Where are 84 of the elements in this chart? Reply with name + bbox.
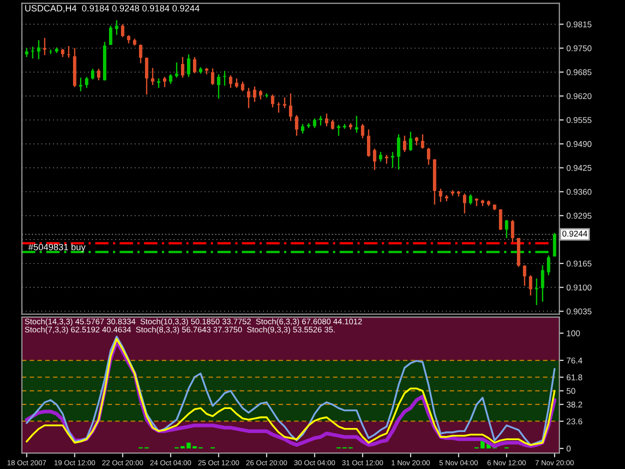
y-tick-label: 0.9425 bbox=[566, 164, 592, 171]
candlestick bbox=[300, 123, 304, 134]
candlestick bbox=[157, 78, 160, 89]
candlestick bbox=[37, 39, 40, 60]
candlestick bbox=[390, 151, 394, 168]
candlestick bbox=[91, 68, 94, 80]
candlestick bbox=[109, 25, 112, 46]
y-tick-label: 0.9685 bbox=[566, 69, 592, 76]
candlestick bbox=[510, 219, 514, 243]
candlestick bbox=[498, 208, 502, 231]
y-tick-label: 0.9620 bbox=[566, 93, 592, 100]
candlestick bbox=[234, 78, 238, 89]
candlestick bbox=[246, 87, 250, 109]
candlestick bbox=[420, 134, 424, 150]
y-tick-label: 0.9035 bbox=[566, 308, 592, 314]
candlestick bbox=[522, 264, 526, 287]
candlestick bbox=[163, 76, 166, 88]
candlestick bbox=[252, 86, 256, 103]
y-tick-label: 61.8 bbox=[566, 374, 582, 380]
y-tick-label: 50 bbox=[566, 388, 576, 394]
candlestick bbox=[294, 114, 298, 136]
candlestick bbox=[43, 37, 46, 56]
candlestick bbox=[240, 81, 244, 92]
candlestick bbox=[79, 76, 82, 92]
candlestick bbox=[276, 102, 280, 114]
candlestick bbox=[151, 67, 154, 86]
candlestick bbox=[210, 68, 214, 86]
candlestick bbox=[378, 151, 382, 162]
y-tick-label: 0.9815 bbox=[566, 21, 592, 28]
candlestick bbox=[354, 115, 358, 134]
y-tick-label: 0.9750 bbox=[566, 45, 592, 52]
candlestick bbox=[540, 264, 544, 302]
chart-title: USDCAD,H4 0.9184 0.9248 0.9184 0.9244 bbox=[25, 5, 200, 13]
candlestick bbox=[546, 254, 550, 276]
candlestick bbox=[312, 118, 316, 129]
candlestick bbox=[360, 123, 364, 139]
candlestick bbox=[288, 92, 292, 122]
candlestick bbox=[270, 94, 274, 108]
candlestick bbox=[336, 124, 340, 136]
candlestick bbox=[258, 90, 262, 100]
candlestick bbox=[169, 74, 172, 84]
y-tick-label: 23.6 bbox=[566, 418, 582, 424]
candlestick bbox=[402, 135, 406, 153]
y-tick-label: 38.2 bbox=[566, 402, 582, 408]
candlestick bbox=[366, 128, 370, 158]
candlestick bbox=[324, 113, 328, 127]
candlestick bbox=[121, 24, 124, 38]
candlestick bbox=[115, 20, 118, 36]
bar bbox=[186, 442, 191, 448]
candlestick bbox=[145, 57, 148, 96]
annotation: Stoch(14,3,3) 45.5767 30.8334 Stoch(10,3,3) 50.1850 33.7752 Stoch(6,3,3) 67.6080 44.1012 Stoch(7,3,3) 62.5192 40.4634 Stoch(8,3,3) 56.7643 37.3750 Stoch(9,3,3) 53.5526 35. bbox=[24, 318, 362, 334]
y-tick-label: 0.9490 bbox=[566, 141, 592, 147]
candlestick bbox=[222, 70, 226, 86]
candlestick bbox=[408, 131, 412, 152]
candlestick bbox=[186, 54, 190, 78]
y-tick-label: 0.9295 bbox=[566, 212, 592, 219]
candlestick bbox=[180, 56, 184, 78]
candlestick bbox=[174, 62, 178, 78]
candlestick bbox=[438, 188, 442, 203]
candlestick bbox=[282, 96, 286, 109]
candlestick bbox=[468, 194, 472, 206]
candlestick bbox=[228, 74, 232, 89]
candlestick bbox=[330, 119, 334, 130]
y-tick-label: 0 bbox=[566, 446, 571, 452]
candlestick bbox=[462, 192, 466, 214]
y-tick-label: 0.9555 bbox=[566, 117, 592, 124]
candlestick bbox=[85, 76, 88, 89]
ref-line-label: 0.9244 bbox=[562, 230, 588, 237]
y-tick-label: 0.9165 bbox=[566, 260, 592, 267]
candlestick bbox=[552, 232, 556, 258]
candlestick bbox=[396, 134, 400, 170]
y-tick-label: 100 bbox=[566, 330, 580, 336]
candlestick bbox=[192, 56, 196, 74]
y-tick-label: 76.4 bbox=[566, 358, 582, 364]
y-tick-label: 0.9360 bbox=[566, 188, 592, 195]
candlestick bbox=[426, 147, 430, 166]
candlestick bbox=[318, 115, 322, 126]
candlestick bbox=[49, 49, 52, 55]
candlestick bbox=[372, 148, 376, 171]
candlestick bbox=[216, 74, 220, 100]
y-tick-label: 0.9100 bbox=[566, 284, 592, 290]
candlestick bbox=[97, 68, 100, 81]
candlestick bbox=[139, 44, 142, 64]
ref-line-label: #5049831 buy bbox=[28, 244, 86, 252]
